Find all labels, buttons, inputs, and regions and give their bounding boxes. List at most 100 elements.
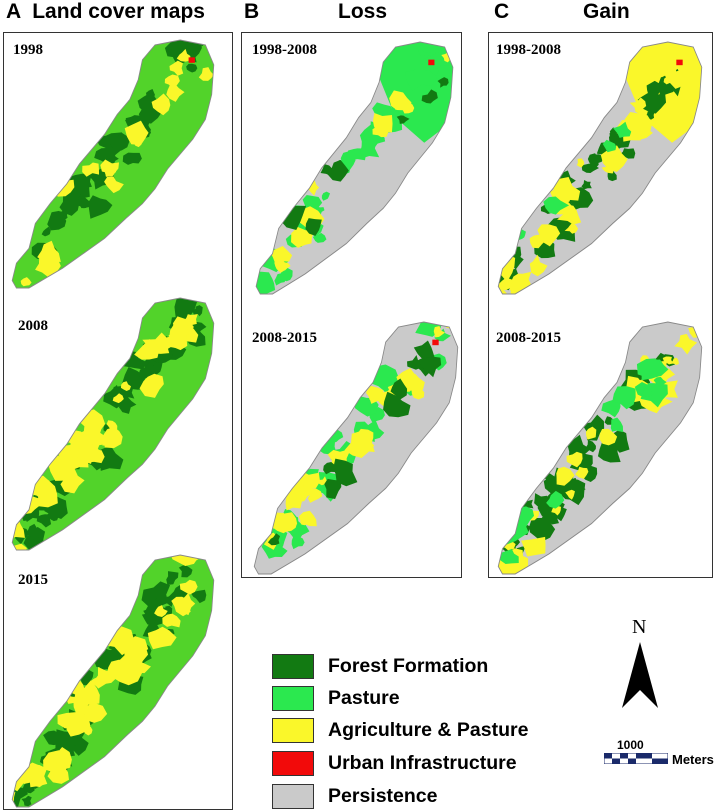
legend-item-forest-formation: Forest Formation [272,652,488,680]
map-patch [396,115,410,124]
map-patch [110,132,130,151]
map-patch [585,439,596,453]
map-patch [83,702,108,723]
map-outline [11,297,215,551]
map-patch [417,356,442,378]
map-patch [327,159,349,182]
map-patch [88,195,113,219]
map-patch [162,613,181,628]
panel-a-letter: A [6,0,21,23]
map-urban-patch [676,59,683,66]
map-patch [141,581,171,608]
map-label-b-2008-2015: 2008-2015 [252,330,317,346]
map-patch [668,64,695,89]
map-patch [601,165,615,174]
scale-bar-value: 1000 [617,738,644,752]
map-patch [122,152,142,165]
map-patch [529,234,546,249]
map-patch [597,439,621,463]
map-patch [321,191,331,201]
panel-b-letter: B [244,0,260,23]
map-patch [178,565,193,578]
map-patch [267,533,281,546]
map-patch [404,62,438,91]
map-patch [190,589,207,604]
map-patch [35,255,61,278]
map-patch [307,488,323,503]
map-patch [546,216,576,242]
map-patch [270,246,293,265]
map-label-a-2015: 2015 [18,572,48,588]
map-patch [411,384,425,400]
map-patch [36,514,52,528]
panel-a-heading: A Land cover maps [6,0,205,24]
legend-swatch [272,717,314,743]
map-patch [323,461,336,475]
map-patch [587,153,599,169]
map-patch [576,158,585,168]
map-patch [74,440,101,464]
map-patch [437,77,449,88]
map-patch [179,579,198,595]
map-label-a-1998: 1998 [13,42,43,58]
map-outline [497,321,703,575]
scale-bar-icon [604,753,668,764]
map-patch [612,386,636,410]
panel-c-title: Gain [583,0,630,23]
map-patch [139,373,164,398]
map-patch [269,512,298,534]
legend-label: Pasture [328,686,400,709]
map-patch [599,428,618,446]
map-a-2015 [11,554,215,808]
map-patch [551,505,562,516]
map-patch [636,358,669,378]
north-arrow-label: N [632,616,647,638]
map-b-1998-2008 [255,41,454,295]
map-urban-patch [432,339,439,346]
map-patch [581,179,592,190]
map-patch [154,605,168,618]
map-label-a-2008: 2008 [18,318,48,334]
map-patch [312,232,327,243]
scale-bar-unit: Meters [672,752,714,767]
map-patch [147,626,177,650]
legend-item-pasture: Pasture [272,684,400,712]
map-outline [11,554,215,808]
map-label-c-1998-2008: 1998-2008 [496,42,561,58]
map-patch [291,535,305,550]
map-patch [333,458,358,487]
map-patch [324,478,342,500]
map-patch [44,493,68,520]
map-patch [565,489,575,500]
map-patch [151,93,171,116]
map-patch [23,764,48,788]
map-patch [670,357,679,366]
map-patch [82,162,100,177]
map-patch [653,376,667,387]
map-patch [498,287,509,294]
map-patch [55,211,65,219]
legend-item-agriculture-pasture: Agriculture & Pasture [272,716,528,744]
map-patch [581,465,598,483]
map-patch [112,393,124,404]
map-patch [186,63,198,73]
map-patch [674,333,698,355]
map-patch [629,97,647,115]
map-patch [166,571,179,585]
map-patch [106,420,118,431]
map-c-2008-2015 [497,321,703,575]
map-patch [390,378,408,400]
legend-label: Forest Formation [328,654,489,677]
map-patch [529,517,556,542]
map-patch [300,513,310,521]
legend-label: Urban Infrastructure [328,751,517,774]
map-patch [557,205,582,225]
map-outline [255,41,454,295]
map-patch [134,339,160,360]
map-patch [12,770,17,782]
map-b-2008-2015 [253,321,459,575]
map-patch [305,218,322,236]
map-patch [418,348,432,359]
map-patch [12,506,23,519]
map-patch [120,381,131,392]
